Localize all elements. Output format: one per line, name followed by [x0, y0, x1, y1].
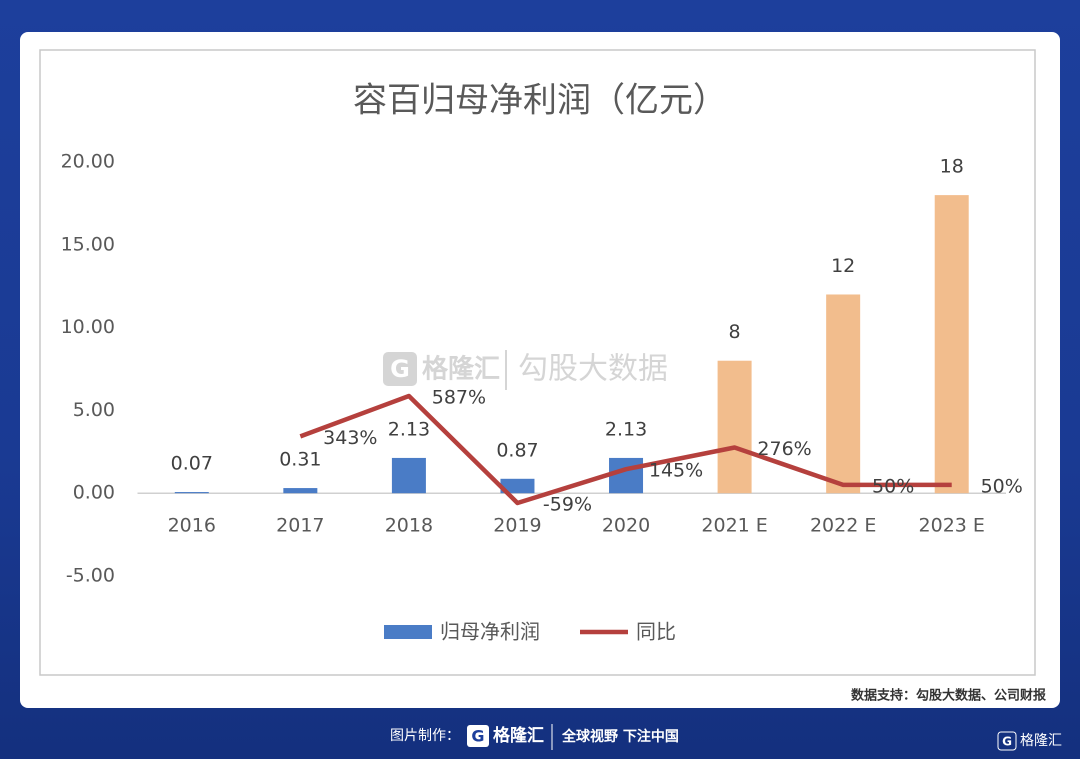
line-value-label: 276%	[757, 438, 811, 460]
bar-value-label: 0.31	[279, 449, 321, 471]
corner-logo	[997, 731, 1017, 751]
bar-value-label: 12	[831, 255, 855, 277]
bar-value-label: 0.07	[171, 453, 213, 475]
bar-value-label: 8	[729, 321, 741, 343]
x-tick-label: 2021 E	[701, 515, 767, 537]
line-value-label: 343%	[323, 427, 377, 449]
bar	[391, 457, 426, 494]
corner-brand: 格隆汇	[1020, 733, 1062, 749]
bar-value-label: 2.13	[388, 418, 430, 440]
legend-label: 同比	[636, 620, 676, 644]
panel	[20, 32, 1060, 708]
bar	[934, 195, 969, 494]
y-tick-label: 0.00	[73, 482, 115, 504]
watermark: G 格隆汇 勾股大数据	[383, 350, 668, 390]
watermark-text: 勾股大数据	[518, 352, 668, 387]
x-tick-label: 2017	[276, 515, 324, 537]
x-tick-label: 2016	[168, 515, 216, 537]
watermark-logo	[383, 352, 417, 386]
bar	[717, 360, 752, 494]
bar	[500, 478, 535, 494]
x-tick-label: 2023 E	[919, 515, 985, 537]
line-value-label: -59%	[543, 493, 592, 515]
y-tick-label: 15.00	[61, 233, 115, 255]
y-tick-label: 5.00	[73, 399, 115, 421]
bar-value-label: 0.87	[496, 439, 538, 461]
bar	[826, 294, 861, 494]
x-tick-label: 2020	[602, 515, 650, 537]
bar-value-label: 18	[940, 156, 964, 178]
bar	[609, 457, 644, 494]
footer-slogan: 全球视野 下注中国	[561, 728, 679, 745]
bar	[283, 488, 318, 494]
footer-logo-g: G	[471, 727, 484, 746]
chart-title: 容百归母净利润（亿元）	[353, 81, 727, 121]
footer-logo	[467, 725, 489, 747]
corner-logo-g: G	[1002, 735, 1012, 749]
source-note: 数据支持：勾股大数据、公司财报	[851, 688, 1047, 704]
legend-swatch	[384, 625, 432, 639]
watermark-brand: 格隆汇	[422, 354, 500, 385]
x-tick-label: 2018	[385, 515, 433, 537]
x-tick-label: 2019	[493, 515, 541, 537]
line	[299, 393, 952, 506]
footer-label: 图片制作：	[390, 728, 460, 744]
x-tick-label: 2022 E	[810, 515, 876, 537]
legend-label: 归母净利润	[440, 620, 540, 644]
line-value-label: 50%	[981, 475, 1023, 497]
line-value-label: 587%	[432, 386, 486, 408]
line-value-label: 145%	[649, 460, 703, 482]
bar	[174, 492, 209, 494]
y-tick-label: 10.00	[61, 316, 115, 338]
y-tick-label: 20.00	[61, 151, 115, 173]
line-value-label: 50%	[872, 475, 914, 497]
footer-brand: 格隆汇	[493, 725, 544, 746]
watermark-logo-g: G	[390, 355, 410, 383]
y-tick-label: -5.00	[66, 565, 115, 587]
chart-border	[39, 49, 1036, 676]
bar-value-label: 2.13	[605, 418, 647, 440]
